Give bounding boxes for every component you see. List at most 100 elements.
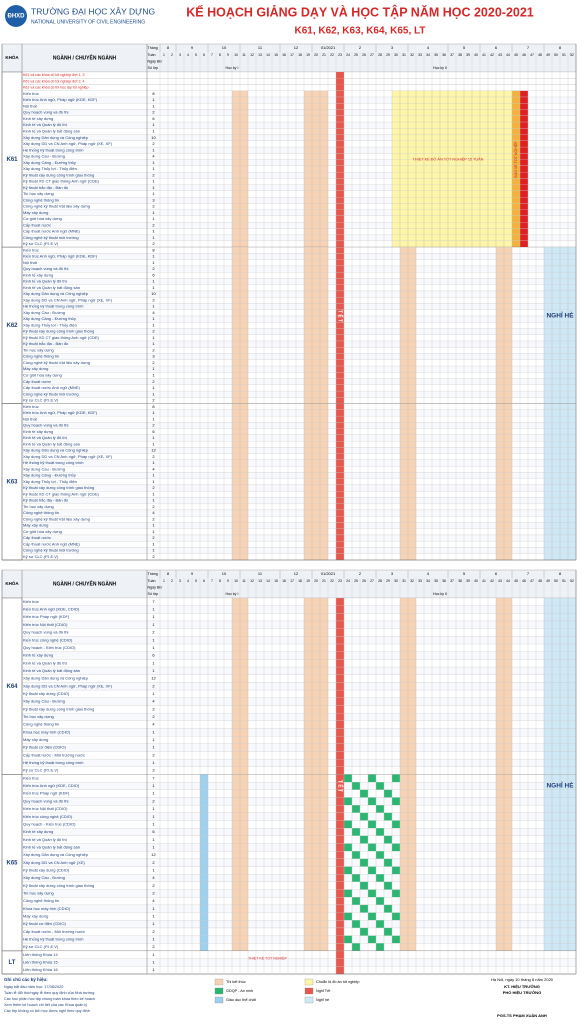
cell — [479, 165, 489, 173]
cell — [495, 384, 505, 392]
major: Kinh tế và Quản lý bất động sản — [23, 844, 80, 849]
cell — [399, 222, 409, 229]
cell — [407, 190, 417, 198]
cell — [543, 920, 553, 929]
cell — [551, 812, 561, 821]
cell — [231, 303, 241, 310]
week: 8 — [219, 579, 221, 583]
week: 37 — [450, 53, 454, 57]
cell — [239, 484, 249, 492]
cell — [319, 866, 329, 875]
major: Quy hoạch vùng và đô thị — [23, 630, 68, 635]
cell — [239, 843, 249, 852]
cell — [479, 197, 489, 204]
cell — [231, 128, 241, 135]
cell — [311, 378, 321, 385]
cell — [511, 103, 521, 110]
cell — [335, 636, 345, 645]
cell — [335, 140, 345, 148]
cell — [311, 253, 321, 260]
cell — [495, 290, 505, 298]
cell — [503, 96, 513, 104]
month: 7 — [527, 45, 530, 50]
cell — [559, 682, 569, 691]
cell — [439, 165, 449, 173]
month: 9 — [191, 571, 194, 576]
cell — [407, 620, 417, 629]
cell — [567, 397, 577, 404]
cell — [447, 140, 457, 148]
week: 40 — [474, 53, 478, 57]
cell — [319, 365, 329, 373]
class-count: 2 — [152, 398, 155, 403]
cell — [319, 303, 329, 310]
cell — [311, 372, 321, 379]
cell — [567, 682, 577, 691]
cell — [407, 222, 417, 229]
cell — [303, 835, 313, 844]
cell — [231, 743, 241, 752]
cell — [407, 128, 417, 135]
week: 35 — [434, 53, 438, 57]
cell — [303, 165, 313, 173]
cell — [319, 943, 329, 952]
cell — [375, 805, 385, 813]
cell — [503, 90, 513, 98]
cell — [559, 659, 569, 668]
cell — [503, 397, 513, 404]
cell — [551, 503, 561, 511]
cell — [463, 215, 473, 223]
major: Kiến trúc công nghệ (CDIO) — [23, 814, 73, 819]
row-bg — [21, 858, 577, 867]
cell — [543, 943, 553, 952]
cell — [239, 203, 249, 210]
cell — [399, 478, 409, 486]
cell — [559, 409, 569, 417]
class-count: 1 — [152, 254, 155, 259]
row-bg — [21, 315, 577, 323]
cell — [463, 197, 473, 204]
cell — [559, 272, 569, 279]
cell — [399, 682, 409, 691]
cell — [239, 234, 249, 242]
major: Nội thất — [23, 416, 38, 421]
week: 31 — [402, 579, 406, 583]
cell — [559, 597, 569, 606]
cell — [375, 828, 385, 836]
cell — [231, 134, 241, 141]
cell — [383, 858, 393, 867]
cell — [399, 858, 409, 867]
cell — [399, 547, 409, 554]
major: Kinh tế xây dựng — [23, 272, 53, 277]
cell — [495, 682, 505, 691]
cell — [567, 359, 577, 367]
cell — [311, 743, 321, 752]
cell — [439, 103, 449, 110]
cell — [375, 874, 385, 883]
cell — [311, 843, 321, 852]
cell — [487, 215, 497, 223]
cell — [319, 935, 329, 944]
row-bg — [21, 541, 577, 548]
cell — [559, 484, 569, 492]
cell — [335, 153, 345, 160]
cell — [239, 134, 249, 141]
cell — [335, 605, 345, 614]
cell — [319, 516, 329, 523]
cell — [335, 203, 345, 210]
cell — [311, 115, 321, 123]
row-bg — [21, 347, 577, 354]
cell — [199, 874, 209, 883]
cell — [495, 720, 505, 729]
cell — [567, 651, 577, 660]
row-bg — [21, 620, 577, 629]
cell — [407, 184, 417, 191]
cell — [495, 303, 505, 310]
cell — [311, 359, 321, 367]
cell — [335, 728, 345, 737]
cell — [559, 774, 569, 783]
cell — [495, 315, 505, 323]
cell — [231, 259, 241, 267]
cell — [567, 620, 577, 629]
week: 51 — [562, 53, 566, 57]
